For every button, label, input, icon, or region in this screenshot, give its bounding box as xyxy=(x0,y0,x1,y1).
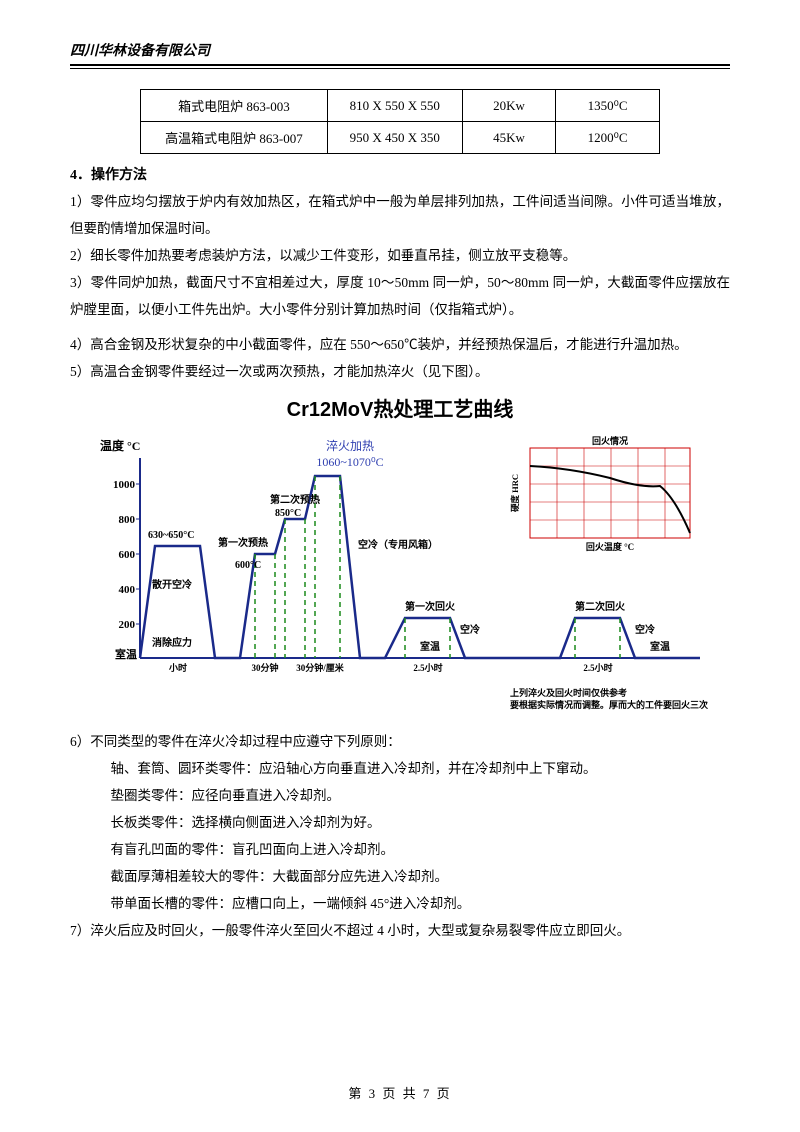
xlabel: 2.5小时 xyxy=(583,662,612,673)
equip-power: 45Kw xyxy=(462,122,555,154)
chart-note: 上列淬火及回火时间仅供参考 xyxy=(510,687,627,698)
equipment-table: 箱式电阻炉 863-003 810 X 550 X 550 20Kw 1350⁰… xyxy=(140,89,660,154)
room-temp-label: 室温 xyxy=(115,647,137,661)
section-title: 4．操作方法 xyxy=(70,164,730,184)
op-item-6c: 长板类零件：选择横向侧面进入冷却剂为好。 xyxy=(70,809,730,836)
xlabel: 2.5小时 xyxy=(413,662,442,673)
chart-note: 要根据实际情况而调整。厚而大的工件要回火三次 xyxy=(510,699,708,710)
quench-label: 淬火加热 xyxy=(326,438,374,453)
equip-dim: 810 X 550 X 550 xyxy=(327,90,462,122)
equip-name: 箱式电阻炉 863-003 xyxy=(141,90,328,122)
op-item-4: 4）高合金钢及形状复杂的中小截面零件，应在 550～650℃装炉，并经预热保温后… xyxy=(70,331,730,358)
anno: 第二次预热 xyxy=(270,493,320,506)
equip-name: 高温箱式电阻炉 863-007 xyxy=(141,122,328,154)
op-item-1: 1）零件应均匀摆放于炉内有效加热区，在箱式炉中一般为单层排列加热，工件间适当间隙… xyxy=(70,188,730,242)
anno: 消除应力 xyxy=(152,636,192,649)
company-header: 四川华林设备有限公司 xyxy=(70,40,730,66)
anno: 空冷（专用风箱） xyxy=(358,538,438,551)
xlabel: 30分钟/厘米 xyxy=(296,662,345,673)
anno: 第二次回火 xyxy=(575,600,626,613)
inset-chart: 回火情况 回火温度 °C 硬度 HRC xyxy=(510,435,690,552)
quench-temp: 1060~1070⁰C xyxy=(316,455,383,469)
op-item-2: 2）细长零件加热要考虑装炉方法，以减少工件变形，如垂直吊挂，侧立放平支稳等。 xyxy=(70,242,730,269)
inset-ylabel: 硬度 HRC xyxy=(510,474,520,512)
op-item-5: 5）高温合金钢零件要经过一次或两次预热，才能加热淬火（见下图）。 xyxy=(70,358,730,385)
op-item-6f: 带单面长槽的零件：应槽口向上，一端倾斜 45°进入冷却剂。 xyxy=(70,890,730,917)
ytick: 200 xyxy=(119,619,136,631)
anno: 室温 xyxy=(420,640,440,653)
op-item-6a: 轴、套筒、圆环类零件：应沿轴心方向垂直进入冷却剂，并在冷却剂中上下窜动。 xyxy=(70,755,730,782)
equip-temp: 1350⁰C xyxy=(556,90,660,122)
xlabel: 小时 xyxy=(168,662,187,673)
page-footer: 第 3 页 共 7 页 xyxy=(0,1083,800,1102)
anno: 空冷 xyxy=(635,623,655,636)
anno: 空冷 xyxy=(460,623,480,636)
xlabel: 30分钟 xyxy=(251,662,278,673)
anno: 630~650°C xyxy=(148,530,194,541)
anno: 第一次预热 xyxy=(218,536,268,549)
equip-dim: 950 X 450 X 350 xyxy=(327,122,462,154)
op-item-7: 7）淬火后应及时回火，一般零件淬火至回火不超过 4 小时，大型或复杂易裂零件应立… xyxy=(70,917,730,944)
equip-power: 20Kw xyxy=(462,90,555,122)
anno: 850°C xyxy=(275,508,301,519)
y-axis-label: 温度 °C xyxy=(100,438,140,453)
op-item-3: 3）零件同炉加热，截面尺寸不宜相差过大，厚度 10～50mm 同一炉，50～80… xyxy=(70,269,730,323)
header-rule xyxy=(70,68,730,69)
ytick: 400 xyxy=(119,584,136,596)
spacer xyxy=(70,323,730,331)
op-item-6b: 垫圈类零件：应径向垂直进入冷却剂。 xyxy=(70,782,730,809)
anno: 第一次回火 xyxy=(405,600,456,613)
anno: 600°C xyxy=(235,560,261,571)
table-row: 高温箱式电阻炉 863-007 950 X 450 X 350 45Kw 120… xyxy=(141,122,660,154)
op-item-6d: 有盲孔凹面的零件：盲孔凹面向上进入冷却剂。 xyxy=(70,836,730,863)
process-chart: 200 400 600 800 1000 温度 °C 室温 630~650°C … xyxy=(80,428,720,728)
ytick: 1000 xyxy=(113,479,136,491)
equip-temp: 1200⁰C xyxy=(556,122,660,154)
table-row: 箱式电阻炉 863-003 810 X 550 X 550 20Kw 1350⁰… xyxy=(141,90,660,122)
op-item-6e: 截面厚薄相差较大的零件：大截面部分应先进入冷却剂。 xyxy=(70,863,730,890)
inset-title: 回火情况 xyxy=(592,435,628,446)
chart-title: Cr12MoV热处理工艺曲线 xyxy=(70,393,730,422)
ytick: 600 xyxy=(119,549,136,561)
op-item-6: 6）不同类型的零件在淬火冷却过程中应遵守下列原则： xyxy=(70,728,730,755)
ytick: 800 xyxy=(119,514,136,526)
inset-xlabel: 回火温度 °C xyxy=(586,541,634,552)
anno: 室温 xyxy=(650,640,670,653)
anno: 散开空冷 xyxy=(152,578,192,591)
